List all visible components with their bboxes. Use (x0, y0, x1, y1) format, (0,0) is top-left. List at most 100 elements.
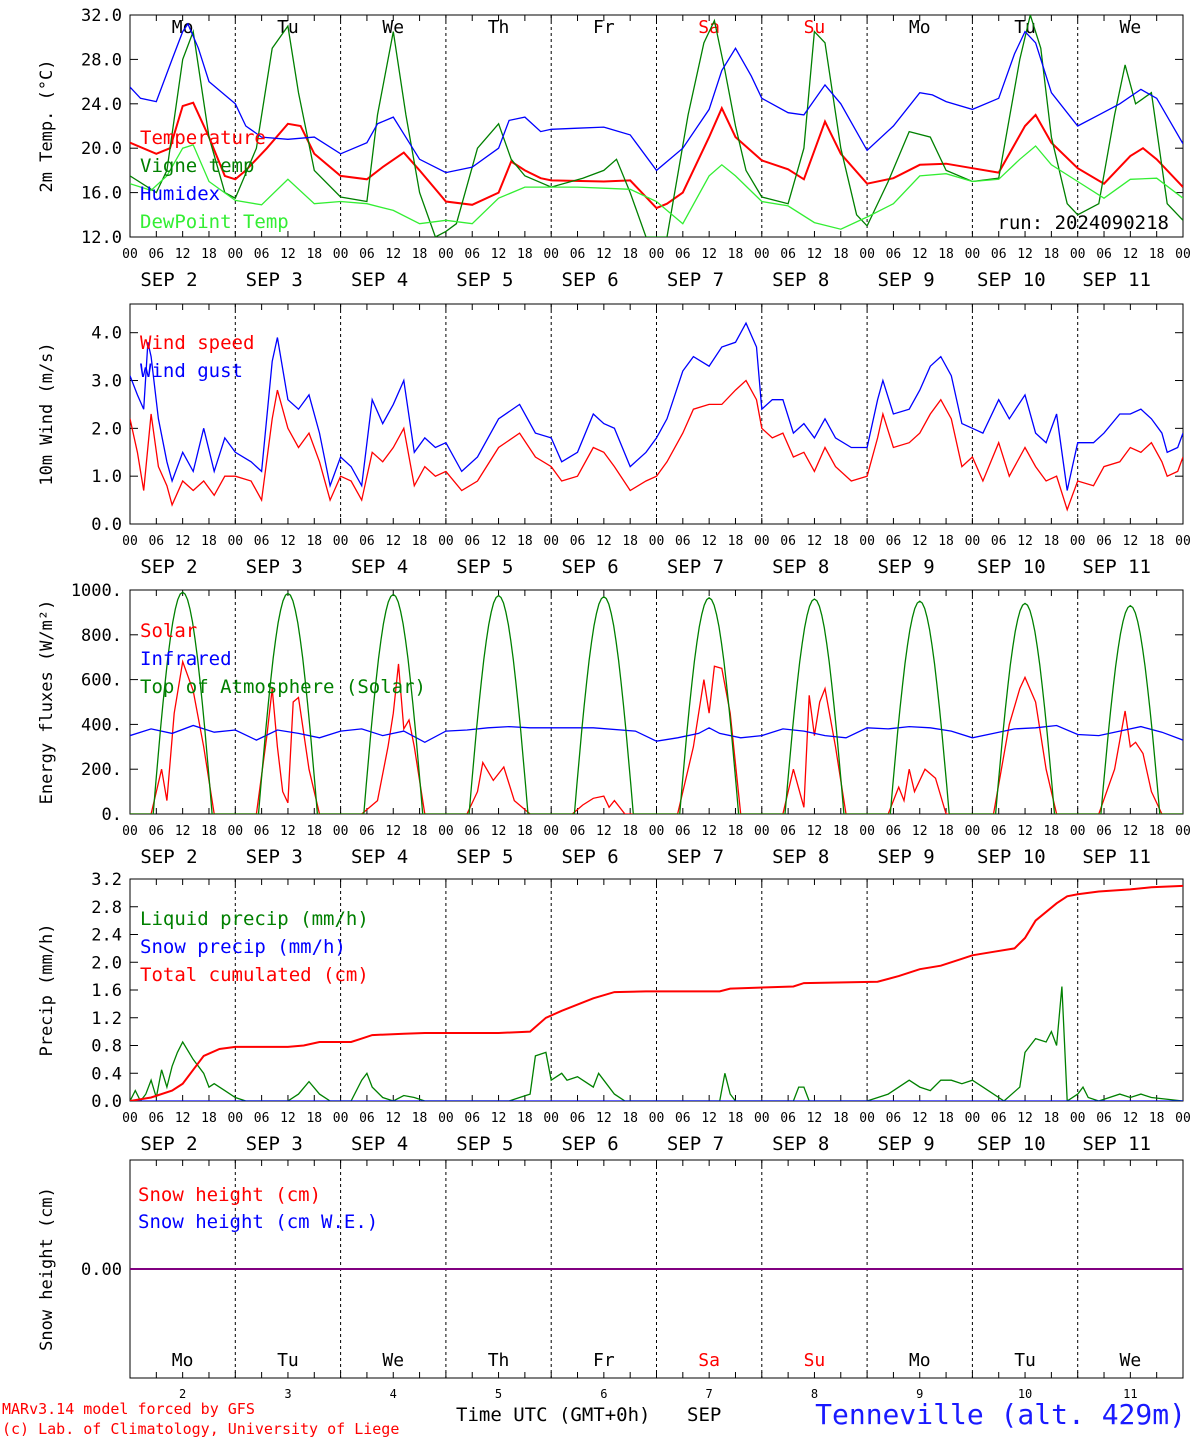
hour-tick-label: 06 (675, 824, 691, 839)
hour-tick-label: 12 (175, 534, 191, 549)
date-label: SEP 3 (246, 846, 303, 868)
hour-tick-label: 18 (1149, 247, 1165, 262)
hour-tick-label: 06 (675, 1111, 691, 1126)
series-line-liquid-precip-mm-h (130, 986, 1183, 1101)
day-number-label: 2 (179, 1387, 186, 1401)
weekday-label: Fr (593, 1350, 615, 1371)
y-axis-label: Snow height (cm) (37, 1187, 57, 1351)
date-label: SEP 5 (456, 269, 513, 291)
y-tick-label: 1000. (71, 581, 122, 601)
hour-tick-label: 00 (333, 824, 349, 839)
hour-tick-label: 12 (807, 247, 823, 262)
hour-tick-label: 00 (122, 247, 138, 262)
hour-tick-label: 18 (306, 1111, 322, 1126)
date-label: SEP 10 (977, 846, 1046, 868)
hour-tick-label: 12 (385, 247, 401, 262)
hour-tick-label: 18 (412, 1111, 428, 1126)
date-label: SEP 2 (140, 269, 197, 291)
panel-energy: 0. 200. 400. 600. 800. 1000. Energy fluxes (W/… (37, 581, 1191, 868)
hour-tick-label: 18 (517, 247, 533, 262)
hour-tick-label: 12 (1017, 1111, 1033, 1126)
hour-tick-label: 18 (201, 247, 217, 262)
hour-tick-label: 00 (543, 534, 559, 549)
date-label: SEP 8 (772, 269, 829, 291)
panel-snow: 0.00 Snow height (cm) Mo Tu We Th Fr Sa Su Mo Tu We… (37, 1159, 1184, 1401)
hour-tick-label: 00 (227, 247, 243, 262)
hour-tick-label: 06 (570, 534, 586, 549)
series-line-temperature (130, 101, 1183, 210)
date-label: SEP 11 (1082, 846, 1151, 868)
hour-tick-label: 00 (333, 247, 349, 262)
hour-tick-label: 12 (1017, 247, 1033, 262)
hour-tick-label: 12 (491, 1111, 507, 1126)
hour-tick-label: 12 (701, 247, 717, 262)
y-tick-label: 16.0 (81, 184, 122, 204)
hour-tick-label: 00 (859, 247, 875, 262)
hour-tick-label: 06 (886, 1111, 902, 1126)
hour-tick-label: 12 (385, 1111, 401, 1126)
legend-item: Infrared (140, 648, 232, 670)
hour-tick-label: 06 (780, 1111, 796, 1126)
series-line-wind-speed (130, 379, 1183, 512)
hour-tick-label: 06 (148, 824, 164, 839)
hour-tick-label: 12 (1123, 534, 1139, 549)
hour-tick-label: 12 (280, 247, 296, 262)
hour-tick-label: 12 (912, 534, 928, 549)
legend-item: Solar (140, 620, 197, 642)
hour-tick-label: 00 (543, 247, 559, 262)
panel-precip: 0.0 0.4 0.8 1.2 1.6 2.0 2.4 2.8 3.2 Precip (mm/h)… (37, 870, 1191, 1155)
y-tick-label: 4.0 (91, 324, 122, 344)
legend-item: Humidex (140, 183, 220, 205)
day-number-label: 8 (811, 1387, 818, 1401)
date-label: SEP 8 (772, 556, 829, 578)
date-label: SEP 10 (977, 269, 1046, 291)
weekday-label: Mo (909, 17, 931, 38)
hour-tick-label: 00 (965, 534, 981, 549)
hour-tick-label: 18 (938, 824, 954, 839)
hour-tick-label: 18 (517, 1111, 533, 1126)
hour-tick-label: 06 (1096, 824, 1112, 839)
weekday-label: Tu (277, 1350, 299, 1371)
hour-tick-label: 18 (622, 1111, 638, 1126)
date-label: SEP 8 (772, 846, 829, 868)
date-label: SEP 5 (456, 1133, 513, 1155)
weekday-label: We (382, 17, 404, 38)
hour-tick-label: 00 (649, 1111, 665, 1126)
date-label: SEP 4 (351, 556, 408, 578)
series-line-total-cumulated-cm (130, 884, 1183, 1101)
hour-tick-label: 18 (517, 824, 533, 839)
hour-tick-label: 12 (491, 247, 507, 262)
y-axis-label: Energy fluxes (W/m²) (37, 600, 57, 805)
hour-tick-label: 18 (833, 534, 849, 549)
hour-tick-label: 12 (912, 247, 928, 262)
weekday-label: Th (488, 17, 510, 38)
date-label: SEP 3 (246, 556, 303, 578)
hour-tick-label: 18 (833, 824, 849, 839)
y-tick-label: 3.0 (91, 372, 122, 392)
hour-tick-label: 00 (438, 534, 454, 549)
y-tick-label: 12.0 (81, 228, 122, 248)
hour-tick-label: 00 (122, 824, 138, 839)
hour-tick-label: 18 (938, 1111, 954, 1126)
hour-tick-label: 06 (464, 247, 480, 262)
hour-tick-label: 18 (1044, 534, 1060, 549)
location-label: Tenneville (alt. 429m) (815, 1398, 1186, 1431)
date-label: SEP 5 (456, 556, 513, 578)
hour-tick-label: 00 (754, 534, 770, 549)
weekday-label: Tu (1014, 17, 1036, 38)
weekday-label: We (1120, 17, 1142, 38)
hour-tick-label: 18 (622, 824, 638, 839)
hour-tick-label: 00 (965, 824, 981, 839)
hour-tick-label: 06 (464, 824, 480, 839)
series-line-infrared (130, 724, 1183, 744)
hour-tick-label: 12 (280, 824, 296, 839)
hour-tick-label: 00 (754, 1111, 770, 1126)
hour-tick-label: 18 (201, 534, 217, 549)
hour-tick-label: 18 (622, 534, 638, 549)
y-tick-label: 28.0 (81, 50, 122, 70)
hour-tick-label: 12 (912, 1111, 928, 1126)
date-label: SEP 4 (351, 846, 408, 868)
hour-tick-label: 06 (780, 534, 796, 549)
hour-tick-label: 12 (1123, 1111, 1139, 1126)
